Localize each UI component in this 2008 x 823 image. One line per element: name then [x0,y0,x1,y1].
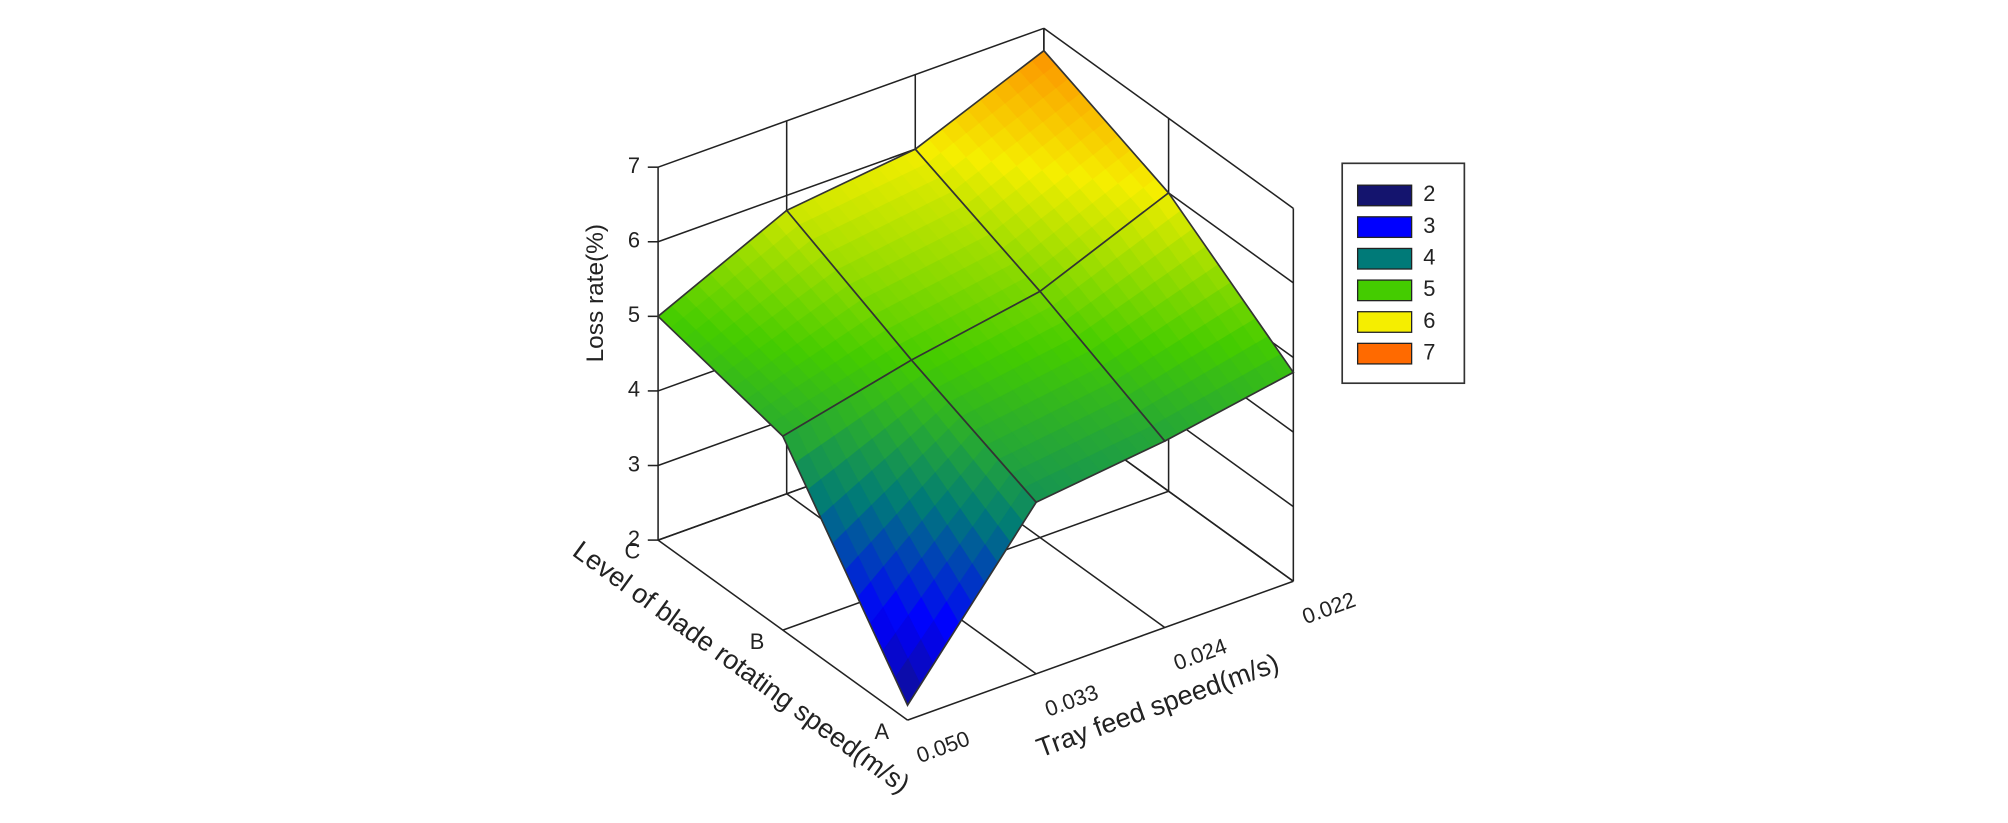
z-tick-label: 7 [628,153,640,178]
legend-label: 2 [1423,181,1435,206]
x-tick-label: 0.022 [1299,587,1359,629]
legend-swatch [1356,279,1413,302]
surface-edge [781,358,1038,707]
grid-line [657,27,1045,168]
z-tick-label: 4 [628,377,640,402]
z-tick-label: 2 [628,526,640,551]
legend-label: 6 [1423,308,1435,333]
x-tick-label: 0.050 [913,726,973,768]
y-tick-label: C [624,539,640,564]
surface-patch [1038,191,1295,443]
surface-patch [781,358,1038,707]
legend-label: 4 [1423,245,1435,270]
y-tick-label: B [750,629,765,654]
z-axis-label: Loss rate(%) [582,224,609,362]
z-tick-label: 6 [628,228,640,253]
legend-label: 7 [1423,339,1435,364]
z-tick-label: 5 [628,302,640,327]
surface-patch [785,148,1042,362]
grid-line [1043,27,1294,209]
y-tick-label: A [875,719,890,744]
legend-swatch [1356,184,1413,207]
legend-swatch [1356,342,1413,365]
floor-grid-line [907,580,1294,721]
legend-swatch [1356,216,1413,239]
z-tick-label: 3 [628,451,640,476]
legend-swatch [1356,311,1413,333]
surface-patch [656,209,913,438]
legend-swatch [1356,247,1413,270]
legend-label: 5 [1423,276,1435,301]
surface-patch [910,290,1167,504]
legend-label: 3 [1423,213,1435,238]
